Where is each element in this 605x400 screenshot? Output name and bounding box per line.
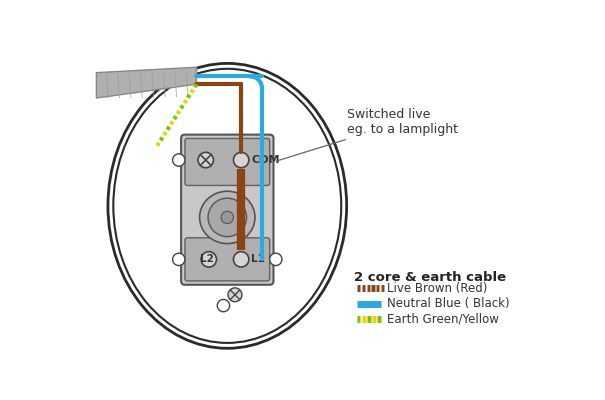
FancyBboxPatch shape — [185, 138, 270, 186]
Text: L2: L2 — [200, 254, 214, 264]
Circle shape — [217, 300, 230, 312]
Circle shape — [270, 253, 282, 266]
FancyBboxPatch shape — [181, 135, 273, 285]
Text: Live Brown (Red): Live Brown (Red) — [387, 282, 487, 295]
Text: Neutral Blue ( Black): Neutral Blue ( Black) — [387, 297, 509, 310]
Circle shape — [172, 253, 185, 266]
Circle shape — [198, 152, 214, 168]
Text: L1: L1 — [251, 254, 265, 264]
Text: Earth Green/Yellow: Earth Green/Yellow — [387, 312, 499, 326]
Text: Switched live
eg. to a lamplight: Switched live eg. to a lamplight — [276, 108, 457, 161]
Circle shape — [234, 252, 249, 267]
Circle shape — [201, 252, 217, 267]
Ellipse shape — [200, 191, 255, 244]
Polygon shape — [96, 67, 197, 98]
Text: 2 core & earth cable: 2 core & earth cable — [355, 271, 506, 284]
Ellipse shape — [208, 198, 246, 237]
Circle shape — [221, 211, 234, 224]
Circle shape — [228, 288, 242, 302]
Text: COM: COM — [251, 155, 280, 165]
Circle shape — [172, 154, 185, 166]
FancyBboxPatch shape — [185, 238, 270, 281]
Circle shape — [234, 152, 249, 168]
